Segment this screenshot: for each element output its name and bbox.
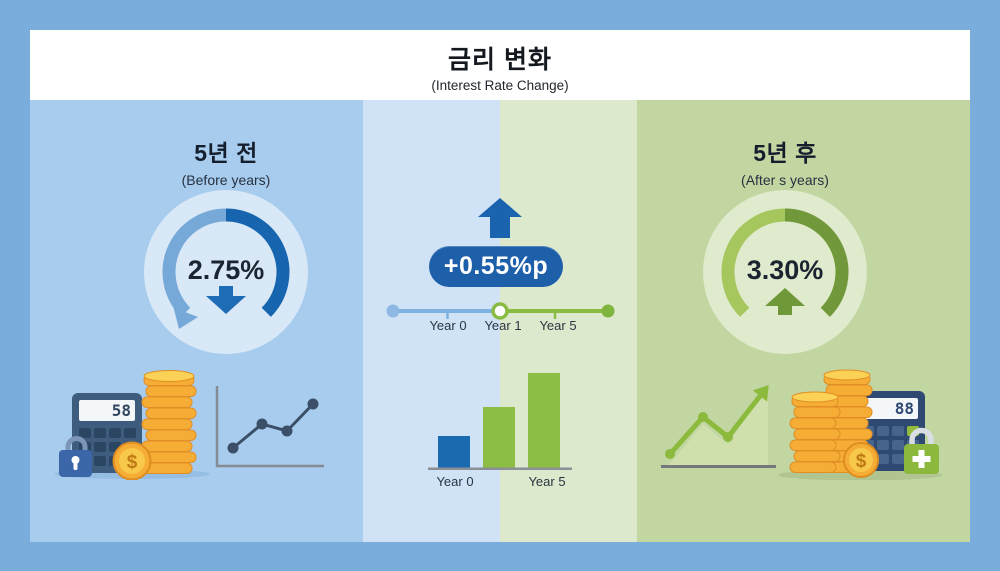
bar-label-year0: Year 0 [436,474,474,489]
page-title: 금리 변화 [448,46,552,74]
timeline-dot-start [386,304,400,318]
dollar-coin-after-icon: $ [843,442,879,478]
after-heading-block: 5년 후 (After s years) [685,134,885,188]
svg-text:$: $ [856,451,867,472]
line-chart-icon [215,386,324,468]
padlock-plus-icon [904,427,939,474]
bar-year1 [483,407,515,468]
header-band: 금리 변화 (Interest Rate Change) [30,30,970,100]
change-up-arrow-icon [478,198,522,238]
coin-stack-short-icon [789,391,841,473]
trend-arrow-icon [752,385,769,402]
calculator-display-before: 58 [112,401,131,420]
before-heading: 5년 전 [194,140,258,166]
bar-year0 [438,436,470,468]
bar-chart [428,373,572,471]
gauge-pointer-icon [173,307,198,329]
bar-year5 [528,373,560,468]
growth-chart-icon [661,385,776,468]
page-subtitle: (Interest Rate Change) [431,78,569,93]
content-frame: 금리 변화 (Interest Rate Change) 5년 전 (Befor… [30,30,970,542]
gauge-after-icon: 3.30% [703,190,867,354]
timeline-label-year1: Year 1 [484,318,522,333]
up-arrow-icon [765,288,805,315]
before-illustration: 58 [55,370,324,480]
timeline-dot-year1 [491,302,509,320]
padlock-icon [59,436,92,477]
after-rate-value: 3.30% [747,255,824,285]
after-illustration: 88 [661,369,942,480]
timeline-dot-end [601,304,615,318]
before-subheading: (Before years) [181,172,271,188]
svg-text:$: $ [127,452,138,473]
timeline [386,302,615,320]
after-subheading: (After s years) [741,172,829,188]
dollar-coin-icon: $ [112,441,152,480]
down-arrow-icon [206,286,246,314]
after-heading: 5년 후 [753,140,817,166]
gauge-before-icon: 2.75% [144,190,308,354]
bar-label-year5: Year 5 [528,474,566,489]
before-heading-block: 5년 전 (Before years) [126,134,326,188]
before-rate-value: 2.75% [188,255,265,285]
timeline-label-year0: Year 0 [429,318,467,333]
change-badge: +0.55%p [429,246,563,287]
timeline-label-year5: Year 5 [539,318,577,333]
calculator-display-after: 88 [895,399,914,418]
